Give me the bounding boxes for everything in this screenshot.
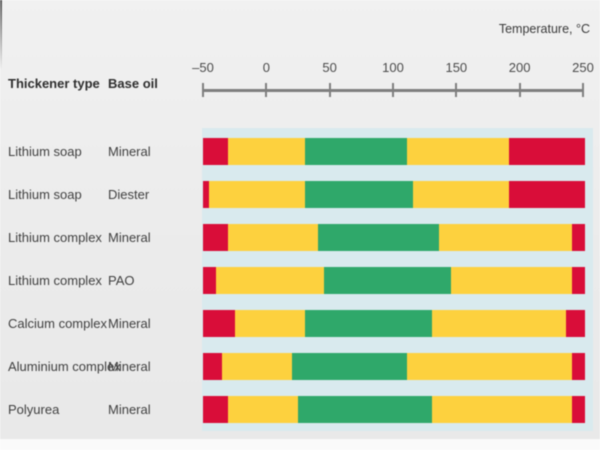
range-segment-red	[572, 353, 585, 380]
range-bars	[203, 128, 585, 431]
base-oil-label: Mineral	[108, 230, 151, 245]
axis-tick-label: 200	[508, 60, 531, 75]
range-segment-yellow	[209, 181, 305, 208]
range-segment-red	[203, 181, 210, 208]
range-bar-polyurea-mineral	[203, 396, 585, 423]
range-segment-yellow	[413, 181, 509, 208]
range-segment-red	[508, 138, 585, 165]
axis-tick-label: 50	[322, 60, 337, 75]
range-segment-green	[298, 396, 433, 423]
range-segment-red	[203, 138, 229, 165]
range-segment-red	[572, 267, 585, 294]
range-segment-red	[565, 310, 585, 337]
axis-tick	[582, 83, 584, 97]
range-segment-yellow	[228, 396, 299, 423]
thickener-label: Calcium complex	[8, 316, 107, 331]
thickener-label: Aluminium complex	[8, 359, 121, 374]
axis-tick-label: 0	[262, 60, 270, 75]
bottom-strip	[0, 439, 600, 450]
range-segment-red	[203, 267, 216, 294]
range-segment-yellow	[215, 267, 324, 294]
range-segment-green	[292, 353, 407, 380]
range-segment-yellow	[228, 224, 318, 251]
range-bar-lithium-soap-diester	[203, 181, 585, 208]
range-segment-yellow	[222, 353, 293, 380]
range-bar-lithium-complex-pao	[203, 267, 585, 294]
range-segment-yellow	[234, 310, 305, 337]
base-oil-label: Mineral	[108, 316, 151, 331]
range-segment-green	[323, 267, 452, 294]
base-oil-label: Diester	[108, 187, 150, 202]
thickener-label: Lithium soap	[8, 144, 82, 159]
thickener-label: Lithium soap	[8, 187, 82, 202]
row-labels: Lithium soap Mineral Lithium soap Diester Li…	[0, 128, 200, 431]
thickener-label: Polyurea	[8, 402, 60, 417]
axis-tick-label: 100	[382, 60, 404, 75]
base-oil-label: PAO	[108, 273, 135, 288]
range-segment-yellow	[406, 138, 509, 165]
range-segment-red	[572, 396, 585, 423]
range-bar-lithium-soap-mineral	[203, 138, 585, 165]
range-segment-red	[203, 310, 235, 337]
range-segment-red	[203, 353, 223, 380]
thickener-label: Lithium complex	[8, 273, 102, 288]
column-header-base-oil: Base oil	[108, 76, 158, 91]
temperature-axis: –50 0 50 100 150 200 250	[192, 0, 594, 100]
range-segment-green	[304, 181, 414, 208]
axis-tick	[455, 83, 458, 97]
range-segment-red	[508, 181, 585, 208]
axis-title: Temperature, °C	[498, 22, 590, 36]
axis-tick	[328, 83, 331, 97]
axis-tick	[202, 83, 204, 97]
range-segment-green	[317, 224, 439, 251]
range-segment-red	[572, 224, 585, 251]
range-segment-red	[203, 396, 229, 423]
range-segment-yellow	[451, 267, 573, 294]
base-oil-label: Mineral	[108, 144, 151, 159]
axis-tick-label: 250	[572, 60, 594, 75]
range-segment-green	[304, 310, 433, 337]
range-bar-aluminium-complex-mineral	[203, 353, 585, 380]
range-segment-red	[203, 224, 229, 251]
range-segment-yellow	[432, 396, 573, 423]
axis-tick-label: 150	[445, 60, 468, 75]
range-segment-yellow	[406, 353, 573, 380]
range-bar-lithium-complex-mineral	[203, 224, 585, 251]
range-segment-green	[304, 138, 407, 165]
axis-tick	[392, 83, 394, 97]
range-segment-yellow	[438, 224, 573, 251]
range-segment-yellow	[228, 138, 305, 165]
range-bar-calcium-complex-mineral	[203, 310, 585, 337]
thickener-label: Lithium complex	[8, 230, 102, 245]
left-edge-artifact	[0, 0, 2, 70]
axis-tick	[265, 83, 268, 97]
axis-tick	[518, 83, 521, 97]
base-oil-label: Mineral	[108, 359, 151, 374]
base-oil-label: Mineral	[108, 402, 151, 417]
column-header-thickener-type: Thickener type	[8, 76, 100, 91]
axis-tick-label: –50	[192, 60, 214, 75]
range-segment-yellow	[432, 310, 566, 337]
